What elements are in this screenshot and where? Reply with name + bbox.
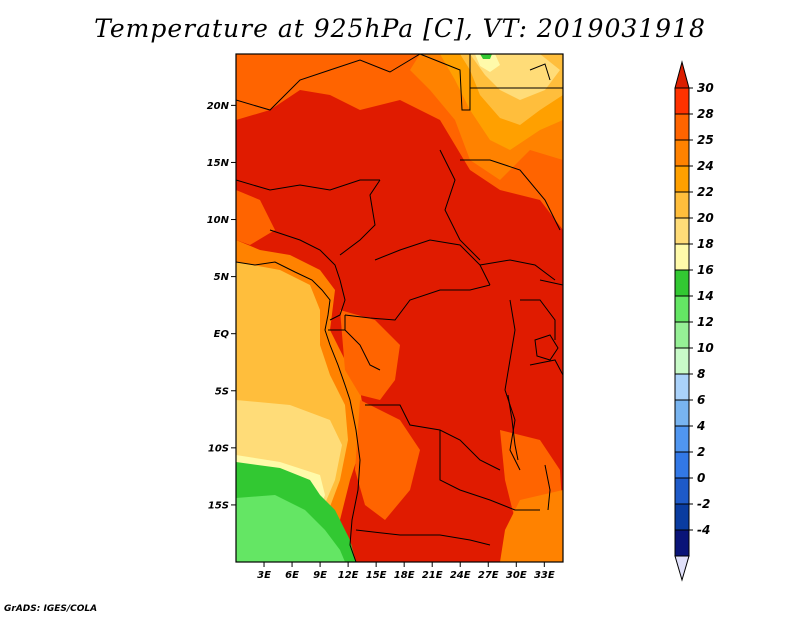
lon-tick-label: 15E bbox=[366, 570, 387, 581]
colorbar-label: 10 bbox=[697, 341, 714, 355]
temperature-field bbox=[236, 54, 563, 562]
border-nigeria bbox=[269, 229, 341, 281]
border-cameroon bbox=[329, 279, 346, 321]
border-kenya bbox=[539, 279, 563, 286]
lat-tick-label: 5S bbox=[215, 386, 229, 397]
colorbar-label: 30 bbox=[697, 81, 714, 95]
colorbar-label: 28 bbox=[697, 107, 714, 121]
credit-text: GrADS: IGES/COLA bbox=[4, 604, 98, 614]
border-sudan bbox=[460, 159, 561, 231]
colorbar-label: 0 bbox=[697, 471, 705, 485]
border-north-2 bbox=[419, 54, 471, 111]
latitude-axis: 20N 15N 10N 5N EQ 5S 10S 15S bbox=[207, 101, 236, 511]
lon-tick-label: 12E bbox=[338, 570, 359, 581]
colorbar-swatch bbox=[674, 503, 690, 531]
lat-tick-label: 15S bbox=[208, 500, 229, 511]
lat-tick-label: 10N bbox=[207, 215, 230, 226]
border-zambia bbox=[439, 430, 540, 511]
border-niger bbox=[236, 179, 380, 191]
colorbar-label: 22 bbox=[697, 185, 714, 199]
coastline-west bbox=[236, 261, 361, 562]
lat-tick-label: 15N bbox=[207, 158, 230, 169]
colorbar-swatch bbox=[674, 347, 690, 375]
border-ssudan bbox=[479, 259, 556, 281]
colorbar-swatch bbox=[674, 139, 690, 167]
lon-tick-label: 30E bbox=[506, 570, 527, 581]
border-chad-w bbox=[339, 179, 381, 256]
colorbar-label: -4 bbox=[697, 523, 710, 537]
colorbar-swatch bbox=[674, 295, 690, 323]
lon-tick-label: 21E bbox=[422, 570, 443, 581]
lon-tick-label: 6E bbox=[285, 570, 299, 581]
lon-tick-label: 9E bbox=[313, 570, 327, 581]
colorbar-label: 16 bbox=[697, 263, 714, 277]
colorbar-swatch bbox=[674, 451, 690, 479]
border-north-1 bbox=[236, 54, 421, 111]
lake-malawi bbox=[544, 464, 551, 511]
lon-tick-label: 33E bbox=[534, 570, 555, 581]
border-uganda bbox=[520, 299, 556, 340]
map-frame bbox=[235, 53, 564, 563]
colorbar-swatch bbox=[674, 243, 690, 271]
colorbar-label: 2 bbox=[697, 445, 705, 459]
field-north-green bbox=[480, 54, 492, 59]
border-chad-e bbox=[439, 149, 481, 261]
longitude-axis: 3E 6E 9E 12E 15E 18E 21E 24E 27E 30E 33E bbox=[257, 562, 555, 581]
colorbar-swatch bbox=[674, 477, 690, 505]
field-west-sahel-orange bbox=[236, 190, 275, 245]
colorbar-label: 24 bbox=[697, 159, 714, 173]
colorbar-label: 12 bbox=[697, 315, 714, 329]
lat-tick-label: 20N bbox=[207, 101, 230, 112]
colorbar-swatch bbox=[674, 321, 690, 349]
lake-tanganyika bbox=[507, 394, 519, 461]
lon-tick-label: 18E bbox=[394, 570, 415, 581]
colorbar-swatch bbox=[674, 425, 690, 453]
border-tanzania bbox=[529, 359, 563, 376]
colorbar-label: 14 bbox=[697, 289, 714, 303]
colorbar-swatch bbox=[674, 269, 690, 297]
colorbar-label: 4 bbox=[696, 419, 705, 433]
colorbar-swatch bbox=[674, 529, 690, 557]
border-car bbox=[374, 239, 491, 286]
red-sea bbox=[529, 63, 551, 81]
colorbar-label: 6 bbox=[697, 393, 705, 407]
lat-tick-label: 10S bbox=[208, 443, 229, 454]
colorbar-swatch bbox=[674, 113, 690, 141]
colorbar-label: 20 bbox=[697, 211, 714, 225]
field-angola-orange bbox=[355, 400, 420, 520]
lat-tick-label: EQ bbox=[214, 329, 230, 340]
border-drc-n bbox=[344, 284, 491, 321]
lake-victoria bbox=[534, 334, 559, 361]
colorbar-top-arrow bbox=[674, 60, 690, 89]
lat-tick-label: 5N bbox=[214, 272, 230, 283]
colorbar-label: -2 bbox=[697, 497, 710, 511]
field-southeast-mild bbox=[500, 490, 563, 562]
colorbar-label: 25 bbox=[697, 133, 714, 147]
colorbar-swatch bbox=[674, 165, 690, 193]
colorbar-swatch bbox=[674, 217, 690, 245]
colorbar-swatch bbox=[674, 399, 690, 427]
map-title: Temperature at 925hPa [C], VT: 201903191… bbox=[94, 14, 706, 43]
lon-tick-label: 3E bbox=[257, 570, 271, 581]
lon-tick-label: 24E bbox=[450, 570, 471, 581]
colorbar-swatch bbox=[674, 87, 690, 115]
colorbar-bottom-arrow bbox=[674, 555, 690, 582]
colorbar-swatch bbox=[674, 373, 690, 401]
field-south-lightgreen bbox=[236, 495, 345, 562]
field-congo-orange bbox=[340, 310, 400, 400]
border-drc-e bbox=[504, 299, 521, 471]
borders bbox=[236, 54, 563, 562]
border-angola-s bbox=[355, 529, 491, 546]
border-congo bbox=[344, 315, 381, 371]
lon-tick-label: 27E bbox=[478, 570, 499, 581]
colorbar-label: 18 bbox=[697, 237, 714, 251]
colorbar-label: 8 bbox=[697, 367, 705, 381]
field-north-yellow bbox=[475, 54, 500, 72]
colorbar-swatch bbox=[674, 191, 690, 219]
